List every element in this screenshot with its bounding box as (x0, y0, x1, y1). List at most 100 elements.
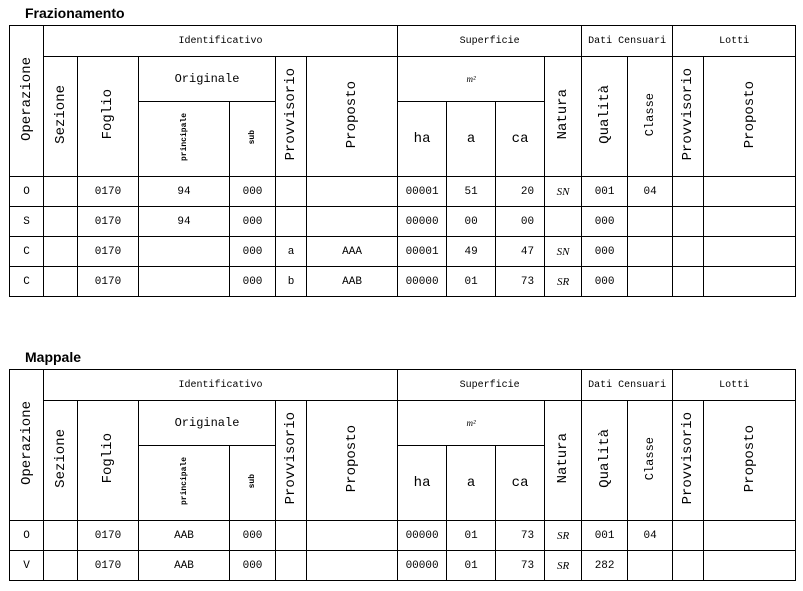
table-cell: 00000 (397, 266, 448, 297)
table-cell (43, 206, 78, 237)
table-cell: 94 (138, 206, 230, 237)
header-originale: Originale (138, 400, 276, 446)
table-cell: 000 (229, 520, 276, 551)
header-qualita: Qualità (581, 400, 629, 521)
table-cell: 73 (495, 266, 546, 297)
table-cell: 000 (229, 236, 276, 267)
section-title: Mappale (25, 349, 82, 365)
header-foglio: Foglio (77, 56, 139, 177)
table-cell (305, 550, 399, 581)
table-cell: 000 (581, 266, 629, 297)
table-cell: 73 (495, 550, 546, 581)
frazionamento-table: Operazione Identificativo Superficie Dat… (9, 25, 797, 297)
table-cell: 00001 (397, 176, 448, 207)
table-cell (703, 550, 797, 581)
table-cell: 000 (581, 206, 629, 237)
table-cell: S (9, 206, 44, 237)
table-cell (305, 206, 399, 237)
table-cell: 000 (229, 266, 276, 297)
table-cell (544, 206, 583, 237)
table-cell (703, 176, 797, 207)
table-cell: C (9, 236, 44, 267)
table-row: C 0170 000 a AAA 00001 49 47 SN 000 (9, 236, 797, 267)
header-a: a (446, 445, 497, 521)
header-superficie: Superficie (397, 25, 583, 57)
table-cell: 001 (581, 520, 629, 551)
table-cell: AAB (138, 550, 230, 581)
table-cell (275, 550, 307, 581)
table-row: V 0170 AAB 000 00000 01 73 SR 282 (9, 550, 797, 581)
header-superficie: Superficie (397, 369, 583, 401)
header-a: a (446, 101, 497, 177)
header-ca: ca (495, 101, 546, 177)
header-operazione: Operazione (9, 369, 44, 521)
header-lotti-proposto: Proposto (703, 56, 797, 177)
header-principale: principale (138, 445, 230, 521)
table-cell: O (9, 520, 44, 551)
table-cell: SR (544, 520, 583, 551)
header-proposto: Proposto (305, 56, 399, 177)
table-cell: 0170 (77, 206, 139, 237)
header-m2: m² (397, 400, 546, 446)
table-cell: 20 (495, 176, 546, 207)
mappale-table: Operazione Identificativo Superficie Dat… (9, 369, 797, 581)
table-cell: 01 (446, 550, 497, 581)
table-cell: 00 (446, 206, 497, 237)
table-row: C 0170 000 b AAB 00000 01 73 SR 000 (9, 266, 797, 297)
table-cell: 000 (229, 206, 276, 237)
table-cell: 0170 (77, 176, 139, 207)
table-cell: 01 (446, 520, 497, 551)
table-cell (703, 520, 797, 551)
table-cell: 04 (627, 176, 674, 207)
table-cell: 04 (627, 520, 674, 551)
header-operazione: Operazione (9, 25, 44, 177)
header-classe: Classe (627, 400, 674, 521)
header-lotti-provvisorio: Provvisorio (672, 400, 705, 521)
header-ha: ha (397, 445, 448, 521)
header-sezione: Sezione (43, 400, 78, 521)
table-cell: 73 (495, 520, 546, 551)
table-cell (672, 520, 705, 551)
table-cell (275, 206, 307, 237)
header-proposto: Proposto (305, 400, 399, 521)
table-cell (703, 206, 797, 237)
header-ha: ha (397, 101, 448, 177)
header-lotti-proposto: Proposto (703, 400, 797, 521)
table-cell: a (275, 236, 307, 267)
table-cell (43, 266, 78, 297)
table-cell: 47 (495, 236, 546, 267)
table-cell (672, 206, 705, 237)
table-cell (672, 550, 705, 581)
table-cell: 00000 (397, 206, 448, 237)
table-cell: 01 (446, 266, 497, 297)
table-cell (672, 176, 705, 207)
table-cell: 00000 (397, 520, 448, 551)
table-cell (43, 520, 78, 551)
table-cell: AAA (305, 236, 399, 267)
table-cell: 0170 (77, 520, 139, 551)
header-dati-censuari: Dati Censuari (581, 25, 674, 57)
header-originale: Originale (138, 56, 276, 102)
table-cell: 00 (495, 206, 546, 237)
table-cell: SN (544, 176, 583, 207)
table-cell: O (9, 176, 44, 207)
table-cell: 00001 (397, 236, 448, 267)
table-cell (627, 550, 674, 581)
table-cell: 94 (138, 176, 230, 207)
table-cell: 000 (581, 236, 629, 267)
table-cell: 0170 (77, 550, 139, 581)
table-cell: 001 (581, 176, 629, 207)
table-cell (305, 520, 399, 551)
table-cell: SR (544, 266, 583, 297)
header-natura: Natura (544, 400, 583, 521)
table-cell: SN (544, 236, 583, 267)
table-cell (43, 550, 78, 581)
header-provvisorio: Provvisorio (275, 56, 307, 177)
header-qualita: Qualità (581, 56, 629, 177)
table-cell: AAB (138, 520, 230, 551)
header-identificativo: Identificativo (42, 25, 399, 57)
header-lotti-provvisorio: Provvisorio (672, 56, 705, 177)
table-cell: C (9, 266, 44, 297)
header-classe: Classe (627, 56, 674, 177)
table-cell (275, 520, 307, 551)
